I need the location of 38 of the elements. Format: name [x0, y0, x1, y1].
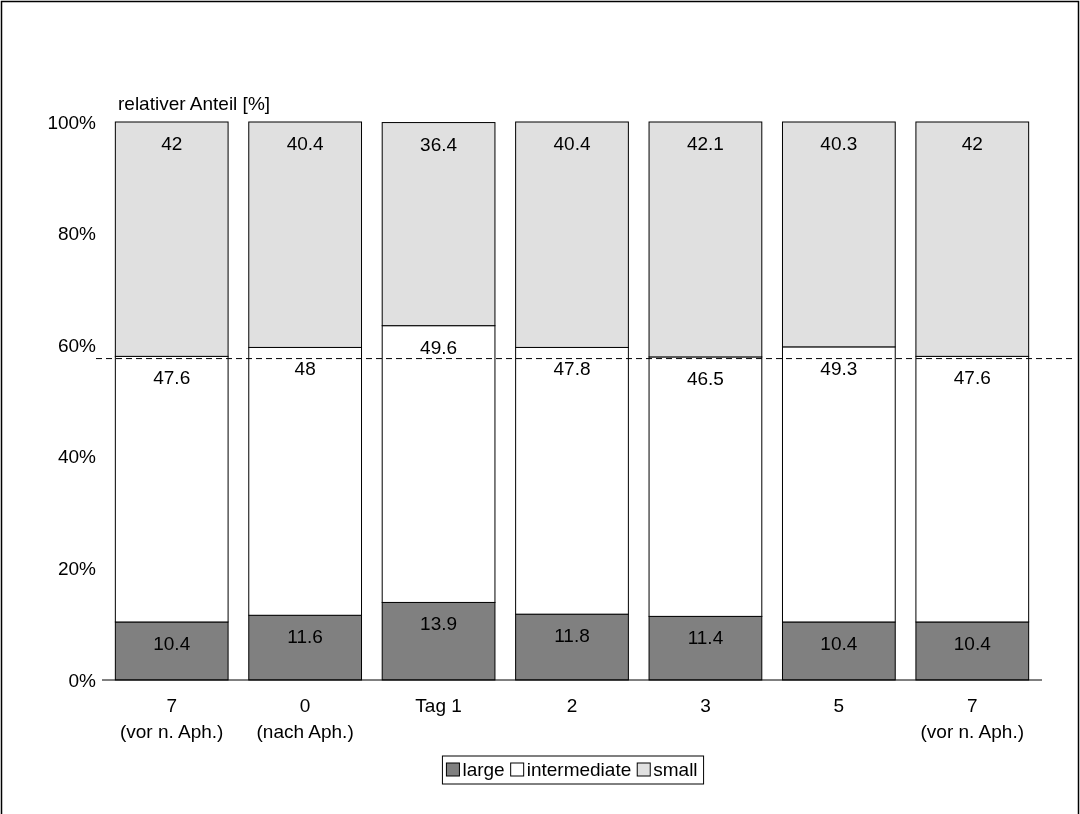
- data-label: 10.4: [820, 632, 858, 654]
- y-tick-label: 60%: [57, 334, 97, 356]
- legend-label: intermediate: [526, 759, 632, 780]
- data-label: 36.4: [420, 133, 458, 155]
- data-label: 49.6: [420, 336, 458, 358]
- data-label: 49.3: [820, 357, 858, 379]
- x-tick-label: 0 (nach Aph.): [256, 695, 354, 742]
- x-tick-label: 7 (vor n. Aph.): [119, 695, 224, 742]
- data-label: 11.8: [554, 625, 590, 647]
- y-tick-label: 0%: [68, 669, 97, 691]
- data-label: 42: [961, 133, 983, 154]
- legend-label: large: [462, 759, 505, 780]
- legend-label: small: [653, 759, 698, 780]
- data-label: 13.9: [420, 613, 458, 635]
- data-label: 40.3: [820, 133, 858, 154]
- y-tick-label: 20%: [57, 557, 97, 579]
- data-label: 11.4: [687, 627, 724, 649]
- x-tick-label: 3: [700, 695, 711, 716]
- data-label: 47.6: [953, 367, 991, 389]
- y-tick-label: 80%: [57, 223, 97, 245]
- data-label: 10.4: [153, 632, 191, 654]
- x-tick-label: 7 (vor n. Aph.): [920, 695, 1025, 742]
- x-tick-label: Tag 1: [415, 695, 462, 716]
- data-label: 47.8: [553, 358, 591, 380]
- x-tick-label: 2: [566, 695, 578, 716]
- data-label: 10.4: [953, 632, 992, 654]
- y-tick-label: 100%: [47, 111, 97, 133]
- data-label: 40.4: [553, 133, 591, 154]
- data-label: 42.1: [686, 133, 724, 154]
- y-tick-label: 40%: [57, 446, 97, 468]
- data-label: 46.5: [686, 367, 724, 389]
- data-label: 47.6: [153, 367, 191, 389]
- data-label: 40.4: [286, 133, 325, 154]
- data-label: 11.6: [287, 626, 323, 648]
- x-tick-label: 5: [833, 695, 845, 716]
- data-label: 42: [161, 133, 183, 154]
- y-axis-title: relativer Anteil [%]: [118, 93, 271, 114]
- data-label: 48: [294, 358, 316, 380]
